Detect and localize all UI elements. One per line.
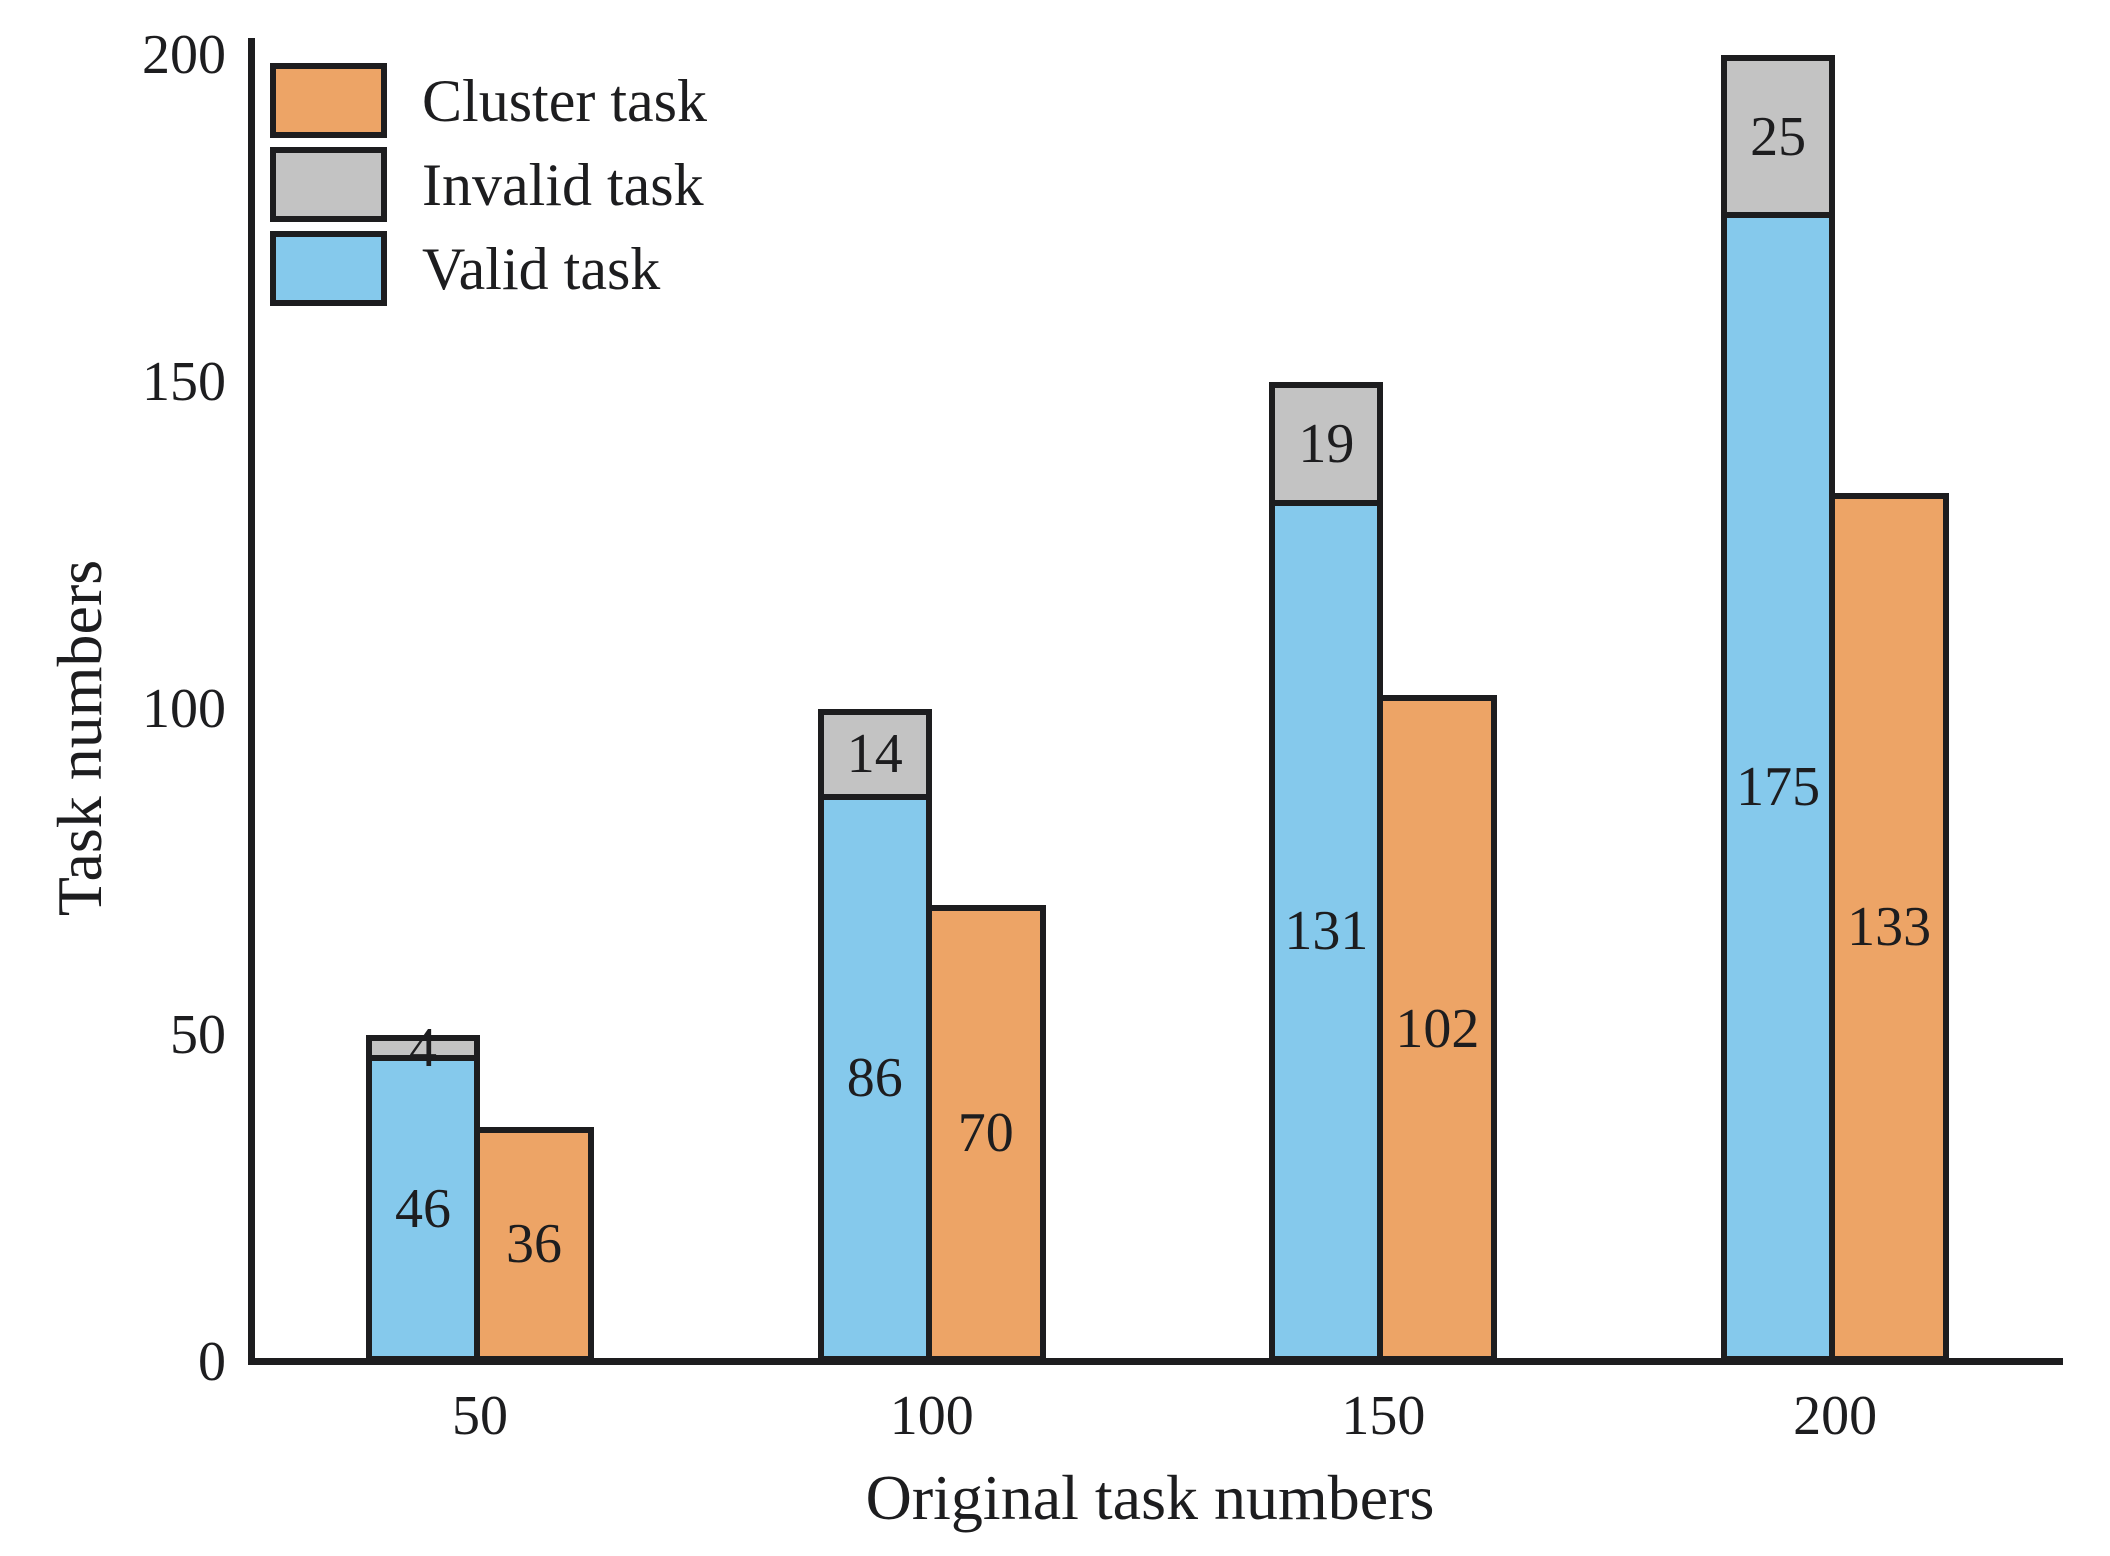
cluster-task-bar: 133: [1835, 492, 1950, 1362]
cluster-task-bar: 102: [1383, 695, 1498, 1362]
x-tick-label: 150: [1341, 1385, 1426, 1447]
legend-row-invalid: Invalid task: [270, 147, 707, 222]
invalid-task-bar: 19: [1269, 381, 1384, 506]
bar-value-label: 133: [1847, 896, 1932, 959]
legend-swatch-invalid: [270, 147, 387, 222]
bar-value-label: 46: [395, 1177, 451, 1240]
y-tick-label: 150: [142, 350, 226, 413]
bar-value-label: 86: [846, 1046, 903, 1109]
invalid-task-bar: 25: [1721, 55, 1836, 219]
x-tick-label: 200: [1793, 1385, 1878, 1447]
legend-row-valid: Valid task: [270, 231, 707, 306]
bar-value-label: 14: [846, 723, 903, 786]
bar-value-label: 4: [409, 1017, 437, 1080]
x-axis-title: Original task numbers: [865, 1462, 1435, 1533]
bar-value-label: 175: [1736, 756, 1821, 819]
legend-swatch-cluster: [270, 63, 387, 138]
y-tick-label: 0: [198, 1331, 226, 1393]
y-axis-title: Task numbers: [44, 559, 115, 917]
legend-row-cluster: Cluster task: [270, 63, 707, 138]
bar-value-label: 25: [1750, 105, 1807, 168]
y-tick-label: 200: [142, 24, 226, 86]
legend-label-valid: Valid task: [422, 235, 661, 302]
y-axis-line: [248, 38, 255, 1365]
invalid-task-bar: 4: [366, 1020, 480, 1076]
bar-value-label: 102: [1395, 997, 1480, 1060]
legend-label-invalid: Invalid task: [422, 151, 704, 218]
valid-task-bar: 131: [1269, 505, 1384, 1362]
legend-swatch-valid: [270, 231, 387, 306]
valid-task-bar: 46: [366, 1061, 480, 1362]
valid-task-bar: 175: [1721, 218, 1836, 1362]
bar-value-label: 70: [957, 1102, 1014, 1165]
bar-value-label: 19: [1298, 412, 1355, 475]
legend-label-cluster: Cluster task: [422, 67, 707, 134]
bar-value-label: 131: [1284, 899, 1369, 962]
cluster-task-bar: 70: [931, 904, 1046, 1362]
y-tick-label: 50: [170, 1004, 226, 1067]
x-axis-line: [248, 1358, 2063, 1365]
x-tick-label: 50: [452, 1385, 508, 1447]
cluster-task-bar: 36: [480, 1126, 594, 1362]
valid-task-bar: 86: [817, 799, 932, 1362]
invalid-task-bar: 14: [817, 708, 932, 800]
bar-value-label: 36: [506, 1213, 562, 1276]
legend: Cluster task Invalid task Valid task: [270, 63, 707, 315]
y-tick-label: 100: [142, 677, 226, 740]
x-tick-label: 100: [889, 1385, 974, 1447]
